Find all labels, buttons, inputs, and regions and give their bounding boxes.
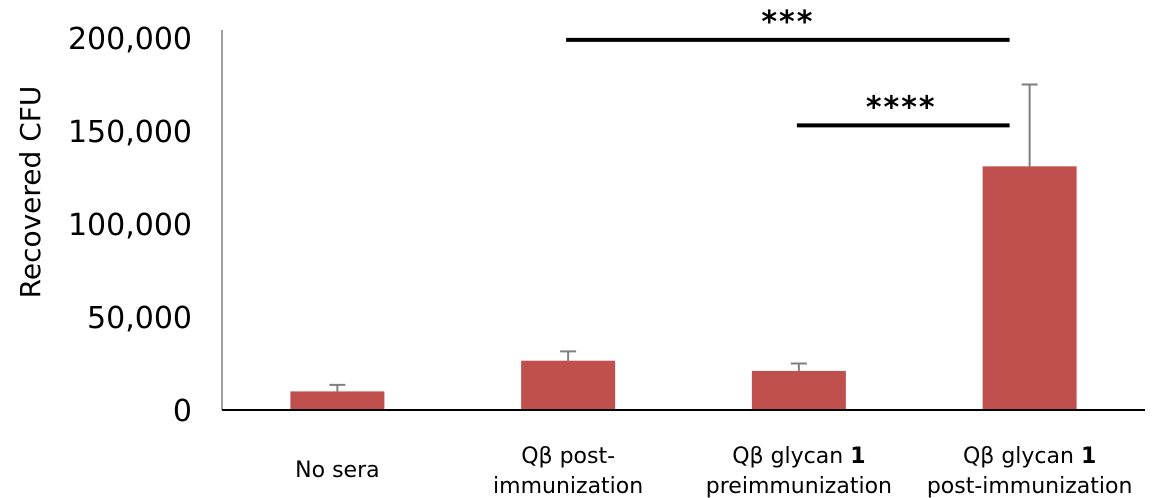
significance-label: ****: [866, 90, 937, 125]
y-tick-label: 100,000: [68, 208, 192, 243]
bar: [521, 360, 616, 410]
y-tick-label: 50,000: [87, 301, 192, 336]
bar: [290, 391, 385, 410]
category-label: Qβ post-: [521, 444, 615, 469]
error-bars: [329, 83, 1038, 392]
y-axis-label: Recovered CFU: [14, 86, 47, 299]
category-label: No sera: [295, 458, 379, 483]
bars: [290, 166, 1077, 410]
y-axis-ticks: 0 50,000 100,000 150,000 200,000: [68, 22, 192, 429]
category-label: Qβ glycan 1: [963, 444, 1096, 469]
category-label: immunization: [493, 474, 643, 498]
significance-brackets: *******: [566, 5, 1010, 128]
category-label: Qβ glycan 1: [732, 444, 865, 469]
y-tick-label: 150,000: [68, 115, 192, 150]
y-tick-label: 200,000: [68, 22, 192, 57]
bar: [982, 166, 1077, 410]
y-tick-label: 0: [173, 394, 192, 429]
x-axis-category-labels: No sera Qβ post-immunization Qβ glycan 1 pr…: [295, 444, 1132, 498]
significance-label: ***: [761, 5, 814, 40]
category-label: preimmunization: [706, 474, 892, 498]
category-label: post-immunization: [927, 474, 1133, 498]
bar: [751, 370, 846, 410]
